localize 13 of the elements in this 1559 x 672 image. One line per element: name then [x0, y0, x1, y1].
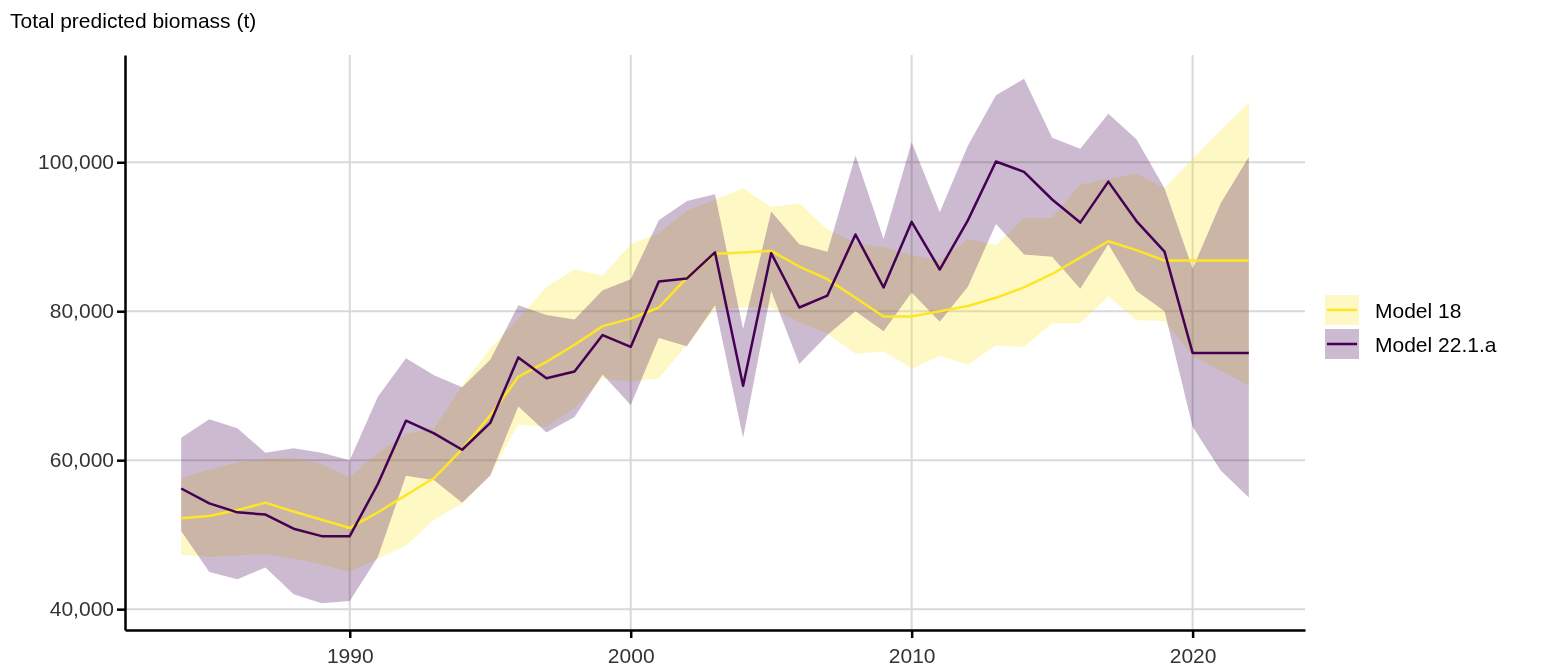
x-tick-label: 2000	[607, 644, 655, 668]
legend-label: Model 22.1.a	[1375, 333, 1497, 356]
x-tick-label: 1990	[326, 644, 374, 668]
y-axis-title: Total predicted biomass (t)	[10, 9, 257, 32]
y-tick-label: 80,000	[49, 299, 114, 323]
y-tick-label: 100,000	[38, 150, 114, 174]
y-tick-label: 40,000	[49, 597, 114, 621]
line-series	[179, 239, 1251, 530]
x-tick-label: 2010	[888, 644, 936, 668]
y-tick-label: 60,000	[49, 448, 114, 472]
line-series	[179, 160, 1251, 538]
legend-label: Model 18	[1375, 299, 1462, 322]
x-tick-label: 2020	[1169, 644, 1217, 668]
